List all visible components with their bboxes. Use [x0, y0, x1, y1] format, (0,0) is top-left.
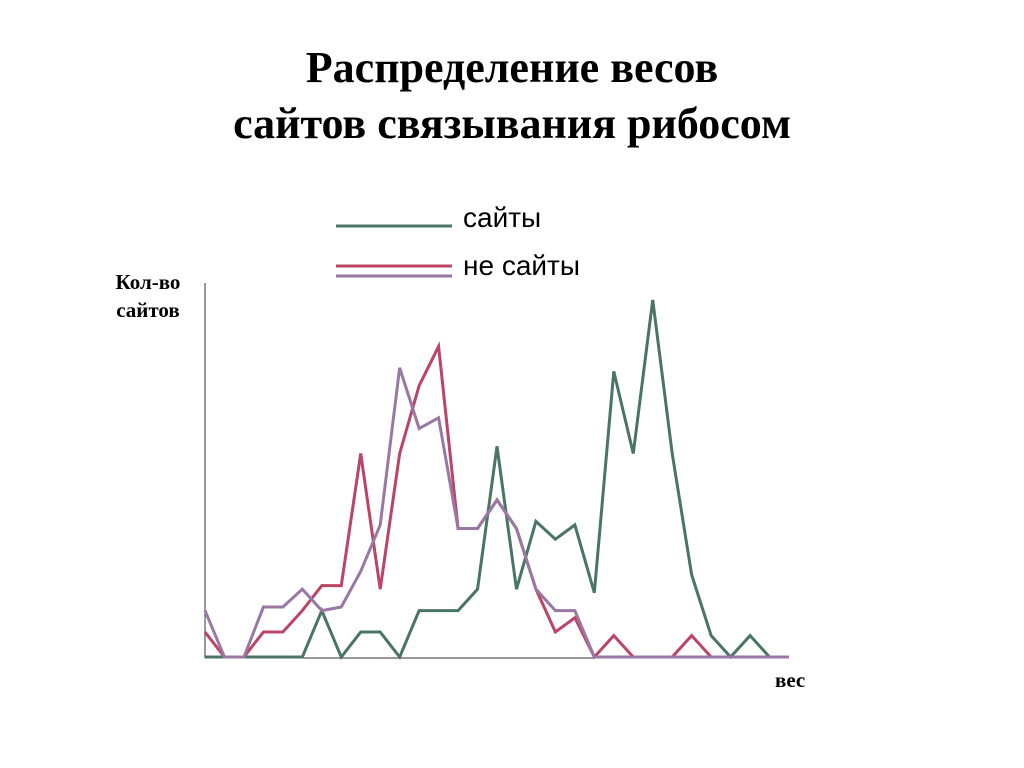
- chart-title: Распределение весов сайтов связывания ри…: [0, 40, 1024, 152]
- legend-label-sites: сайты: [463, 202, 542, 233]
- series-group: [203, 299, 789, 660]
- series-line-2: [203, 367, 789, 659]
- title-line-2: сайтов связывания рибосом: [233, 99, 791, 148]
- y-axis-label: Кол-во сайтов: [115, 270, 181, 322]
- x-axis-label: вес: [775, 668, 806, 692]
- series-line-0: [205, 299, 789, 660]
- title-line-1: Распределение весов: [305, 43, 719, 92]
- legend: [336, 224, 452, 278]
- legend-label-non-sites: не сайты: [463, 250, 580, 281]
